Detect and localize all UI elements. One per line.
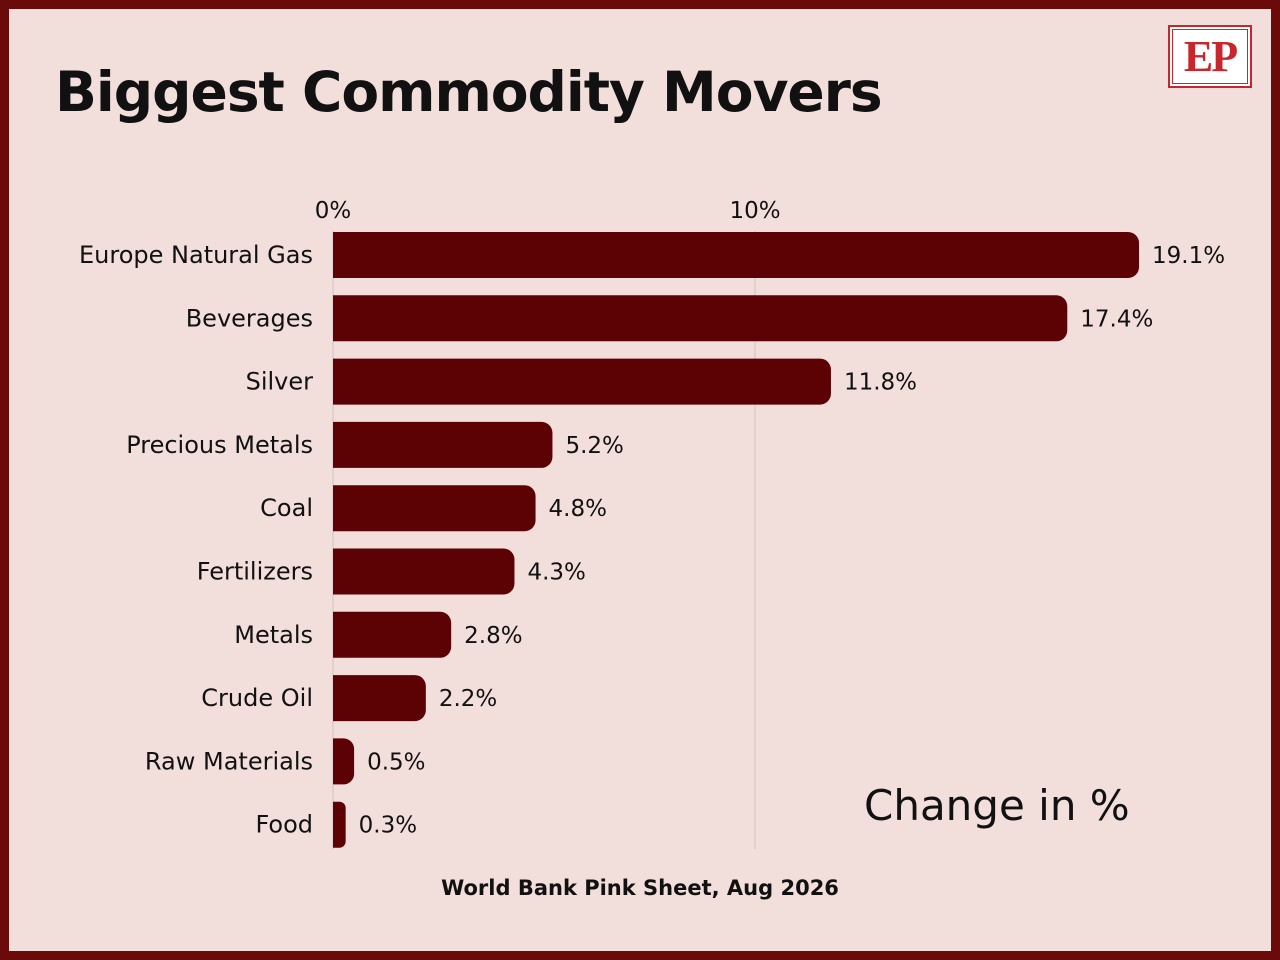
bar xyxy=(333,675,426,722)
value-label: 5.2% xyxy=(565,433,623,459)
logo-border: EP xyxy=(1172,29,1248,84)
value-label: 2.2% xyxy=(439,686,497,712)
axis-unit-note: Change in % xyxy=(864,781,1130,830)
value-label: 2.8% xyxy=(464,623,522,649)
category-label: Coal xyxy=(260,494,313,522)
x-tick-label: 0% xyxy=(315,198,352,224)
bar xyxy=(333,611,452,658)
logo-text: EP xyxy=(1183,31,1238,81)
category-label: Silver xyxy=(246,368,314,396)
bar xyxy=(333,295,1068,342)
value-label: 0.5% xyxy=(367,749,425,775)
category-labels: Europe Natural Gas Beverages Silver Preciou… xyxy=(79,241,313,839)
category-label: Raw Materials xyxy=(145,747,313,775)
value-label: 19.1% xyxy=(1152,243,1225,269)
value-label: 0.3% xyxy=(359,813,417,839)
category-label: Metals xyxy=(234,621,313,649)
bar-chart: 0% 10% Europe Natural Gas Beverages Silver P… xyxy=(79,198,1225,849)
category-label: Crude Oil xyxy=(201,684,313,712)
page-title: Biggest Commodity Movers xyxy=(55,60,883,124)
bar xyxy=(333,738,355,785)
infographic-card: Biggest Commodity Movers EP 0% 10% Europe… xyxy=(9,9,1271,951)
bar xyxy=(333,801,346,848)
value-label: 4.3% xyxy=(527,560,585,586)
category-label: Precious Metals xyxy=(126,431,313,459)
value-labels: 19.1% 17.4% 11.8% 5.2% 4.8% 4.3% 2.8% 2.2% 0.5% 0… xyxy=(359,243,1225,839)
bar xyxy=(333,358,831,405)
source-caption: World Bank Pink Sheet, Aug 2026 xyxy=(441,876,839,900)
x-tick-label: 10% xyxy=(729,198,780,224)
ep-logo: EP xyxy=(1168,25,1252,88)
value-label: 11.8% xyxy=(844,370,917,396)
bar xyxy=(333,421,553,468)
bar xyxy=(333,548,515,595)
value-label: 4.8% xyxy=(549,496,607,522)
x-axis-ticks: 0% 10% xyxy=(315,198,781,224)
category-label: Europe Natural Gas xyxy=(79,241,313,269)
category-label: Beverages xyxy=(186,304,313,332)
category-label: Food xyxy=(255,811,313,839)
bar xyxy=(333,232,1140,278)
bar xyxy=(333,485,536,532)
bars xyxy=(333,232,1140,848)
value-label: 17.4% xyxy=(1080,306,1153,332)
category-label: Fertilizers xyxy=(197,558,313,586)
